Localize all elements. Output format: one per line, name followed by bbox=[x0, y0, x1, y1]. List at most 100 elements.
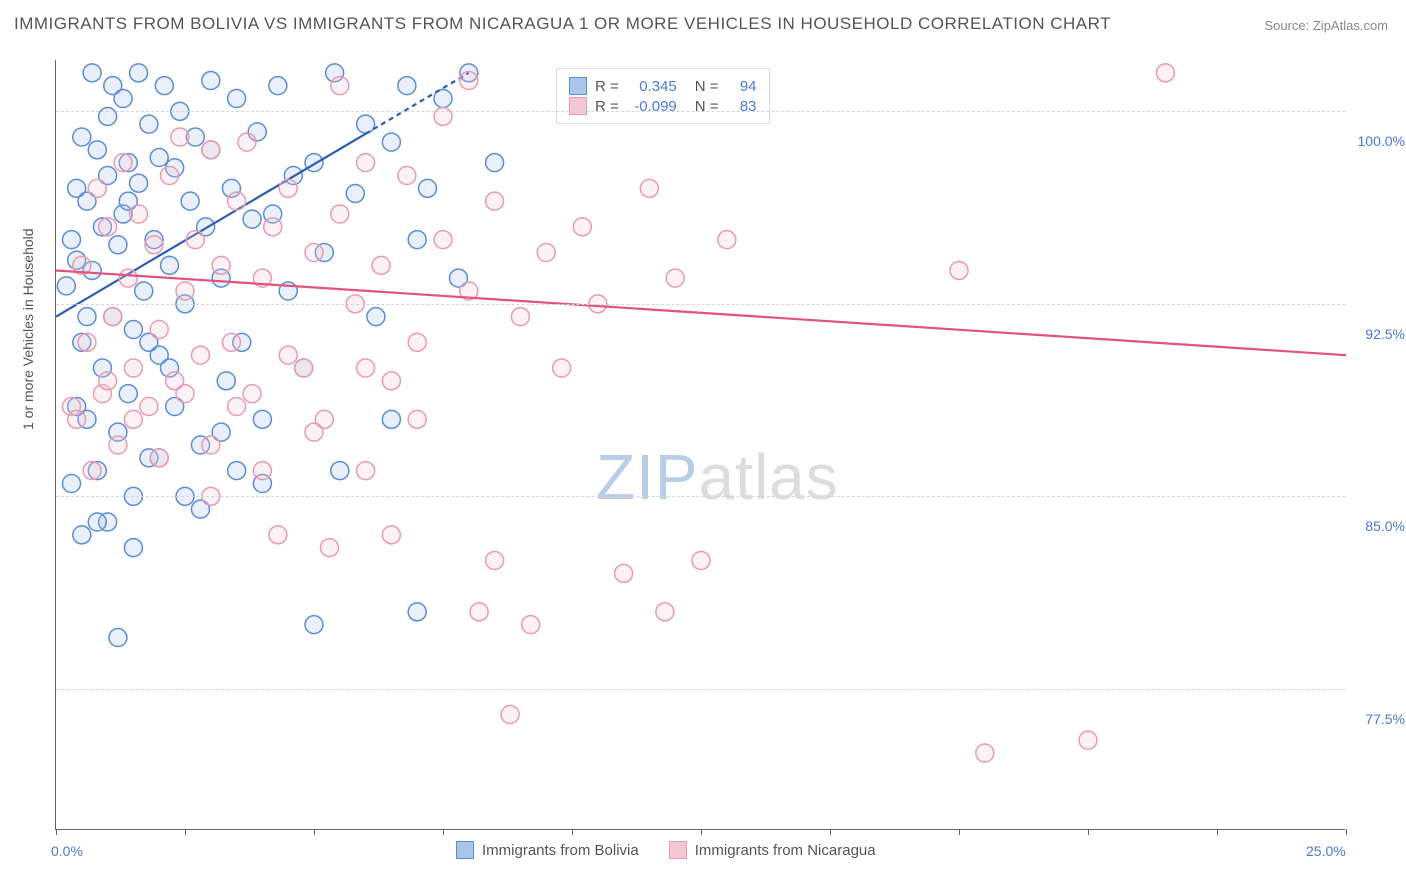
data-point bbox=[186, 231, 204, 249]
data-point bbox=[331, 462, 349, 480]
data-point bbox=[124, 321, 142, 339]
data-point bbox=[305, 244, 323, 262]
data-point bbox=[161, 167, 179, 185]
data-point bbox=[150, 449, 168, 467]
data-point bbox=[161, 256, 179, 274]
data-point bbox=[88, 179, 106, 197]
x-tick bbox=[1346, 829, 1347, 835]
data-point bbox=[124, 359, 142, 377]
legend-item: Immigrants from Bolivia bbox=[456, 841, 639, 859]
data-point bbox=[269, 77, 287, 95]
data-point bbox=[155, 77, 173, 95]
data-point bbox=[511, 308, 529, 326]
data-point bbox=[73, 128, 91, 146]
bottom-legend: Immigrants from BoliviaImmigrants from N… bbox=[456, 841, 876, 859]
data-point bbox=[99, 372, 117, 390]
data-point bbox=[130, 64, 148, 82]
data-point bbox=[109, 236, 127, 254]
data-point bbox=[264, 218, 282, 236]
data-point bbox=[228, 398, 246, 416]
data-point bbox=[346, 184, 364, 202]
data-point bbox=[145, 236, 163, 254]
data-point bbox=[130, 174, 148, 192]
data-point bbox=[357, 115, 375, 133]
data-point bbox=[419, 179, 437, 197]
y-tick-label: 92.5% bbox=[1365, 326, 1405, 342]
stats-legend-box: R =0.345N =94R =-0.099N =83 bbox=[556, 68, 770, 124]
data-point bbox=[367, 308, 385, 326]
data-point bbox=[78, 333, 96, 351]
data-point bbox=[181, 192, 199, 210]
x-tick bbox=[443, 829, 444, 835]
data-point bbox=[62, 231, 80, 249]
data-point bbox=[320, 539, 338, 557]
gridline bbox=[56, 496, 1345, 497]
data-point bbox=[408, 333, 426, 351]
source-label: Source: ZipAtlas.com bbox=[1264, 18, 1388, 33]
data-point bbox=[460, 72, 478, 90]
data-point bbox=[537, 244, 555, 262]
data-point bbox=[486, 552, 504, 570]
data-point bbox=[238, 133, 256, 151]
data-point bbox=[150, 149, 168, 167]
data-point bbox=[124, 539, 142, 557]
y-tick-label: 85.0% bbox=[1365, 518, 1405, 534]
data-point bbox=[382, 410, 400, 428]
data-point bbox=[140, 398, 158, 416]
data-point bbox=[119, 385, 137, 403]
data-point bbox=[976, 744, 994, 762]
data-point bbox=[305, 616, 323, 634]
data-point bbox=[88, 141, 106, 159]
data-point bbox=[382, 372, 400, 390]
legend-label: Immigrants from Bolivia bbox=[482, 842, 639, 859]
data-point bbox=[398, 167, 416, 185]
data-point bbox=[372, 256, 390, 274]
data-point bbox=[202, 141, 220, 159]
data-point bbox=[269, 526, 287, 544]
data-point bbox=[408, 231, 426, 249]
data-point bbox=[119, 269, 137, 287]
data-point bbox=[228, 192, 246, 210]
data-point bbox=[692, 552, 710, 570]
data-point bbox=[666, 269, 684, 287]
data-point bbox=[553, 359, 571, 377]
x-tick-label: 25.0% bbox=[1306, 843, 1346, 859]
data-point bbox=[212, 256, 230, 274]
x-tick bbox=[185, 829, 186, 835]
data-point bbox=[68, 410, 86, 428]
data-point bbox=[501, 706, 519, 724]
legend-swatch bbox=[569, 77, 587, 95]
data-point bbox=[279, 179, 297, 197]
x-tick bbox=[314, 829, 315, 835]
data-point bbox=[228, 462, 246, 480]
data-point bbox=[408, 603, 426, 621]
chart-svg bbox=[56, 60, 1345, 829]
data-point bbox=[253, 462, 271, 480]
data-point bbox=[62, 475, 80, 493]
data-point bbox=[83, 64, 101, 82]
gridline bbox=[56, 111, 1345, 112]
x-tick bbox=[1217, 829, 1218, 835]
data-point bbox=[1079, 731, 1097, 749]
data-point bbox=[615, 564, 633, 582]
y-tick-label: 100.0% bbox=[1358, 133, 1405, 149]
data-point bbox=[295, 359, 313, 377]
data-point bbox=[99, 107, 117, 125]
n-value: 94 bbox=[727, 78, 757, 95]
data-point bbox=[202, 436, 220, 454]
data-point bbox=[486, 154, 504, 172]
x-tick bbox=[830, 829, 831, 835]
data-point bbox=[382, 133, 400, 151]
data-point bbox=[656, 603, 674, 621]
data-point bbox=[191, 346, 209, 364]
data-point bbox=[228, 90, 246, 108]
x-tick bbox=[701, 829, 702, 835]
y-tick-label: 77.5% bbox=[1365, 711, 1405, 727]
data-point bbox=[434, 107, 452, 125]
data-point bbox=[398, 77, 416, 95]
legend-swatch bbox=[669, 841, 687, 859]
data-point bbox=[130, 205, 148, 223]
plot-area: ZIPatlas R =0.345N =94R =-0.099N =83 Imm… bbox=[55, 60, 1345, 830]
data-point bbox=[640, 179, 658, 197]
data-point bbox=[279, 346, 297, 364]
